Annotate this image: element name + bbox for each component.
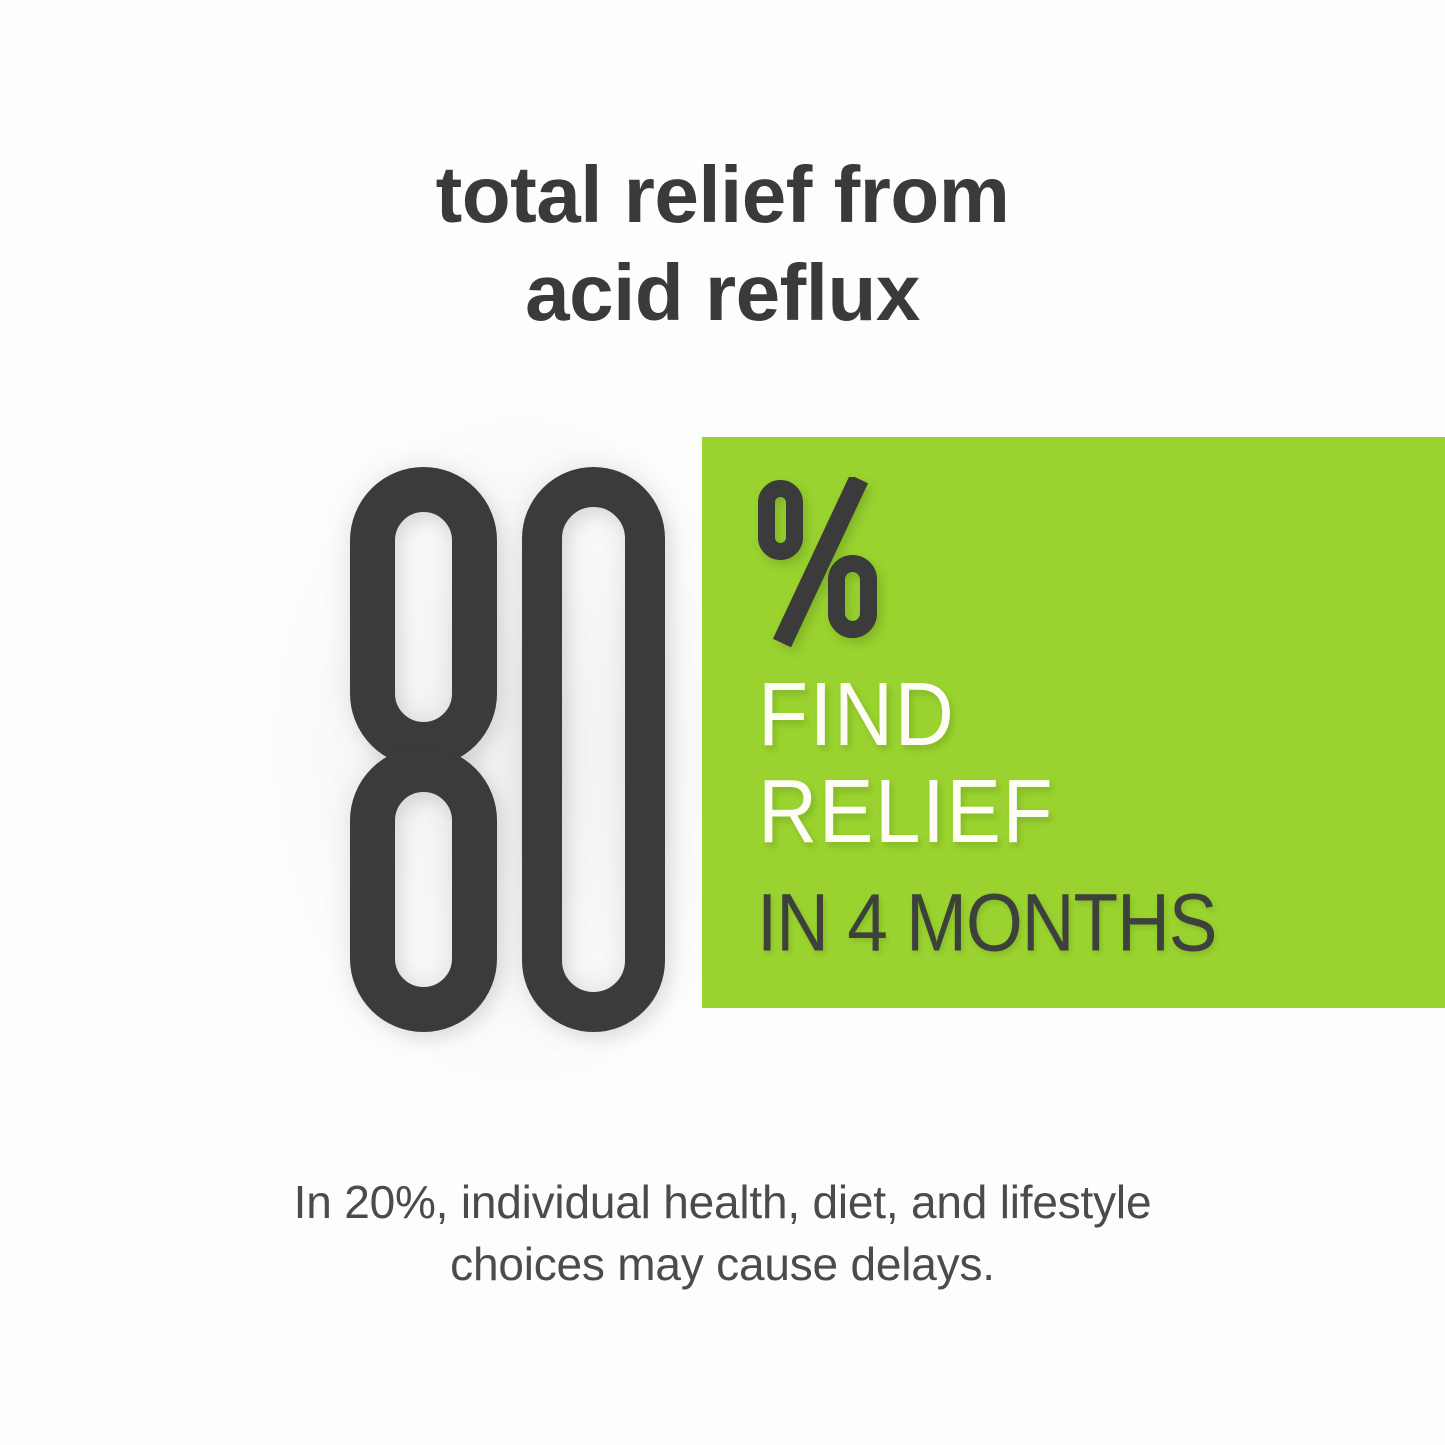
title-line-1: total relief from (435, 150, 1010, 239)
stat-number-graphic (350, 467, 665, 1032)
percent-symbol-graphic (758, 477, 877, 647)
relief-line: RELIEF (758, 761, 1055, 862)
find-relief-label: FIND RELIEF (758, 664, 1055, 862)
stat-number: 80 (350, 467, 665, 1032)
disclaimer-line-2: choices may cause delays. (450, 1238, 995, 1291)
percent-symbol: % (757, 477, 880, 647)
find-line: FIND (758, 664, 956, 765)
disclaimer-text: In 20%, individual health, diet, and lif… (0, 1171, 1445, 1295)
disclaimer-line-1: In 20%, individual health, diet, and lif… (293, 1176, 1152, 1228)
title-line-2: acid reflux (525, 247, 920, 337)
page-title: total relief from acid reflux (0, 146, 1445, 341)
highlight-box: % FIND RELIEF IN 4 MONTHS (702, 437, 1445, 1008)
duration-label: IN 4 MONTHS (757, 877, 1217, 969)
